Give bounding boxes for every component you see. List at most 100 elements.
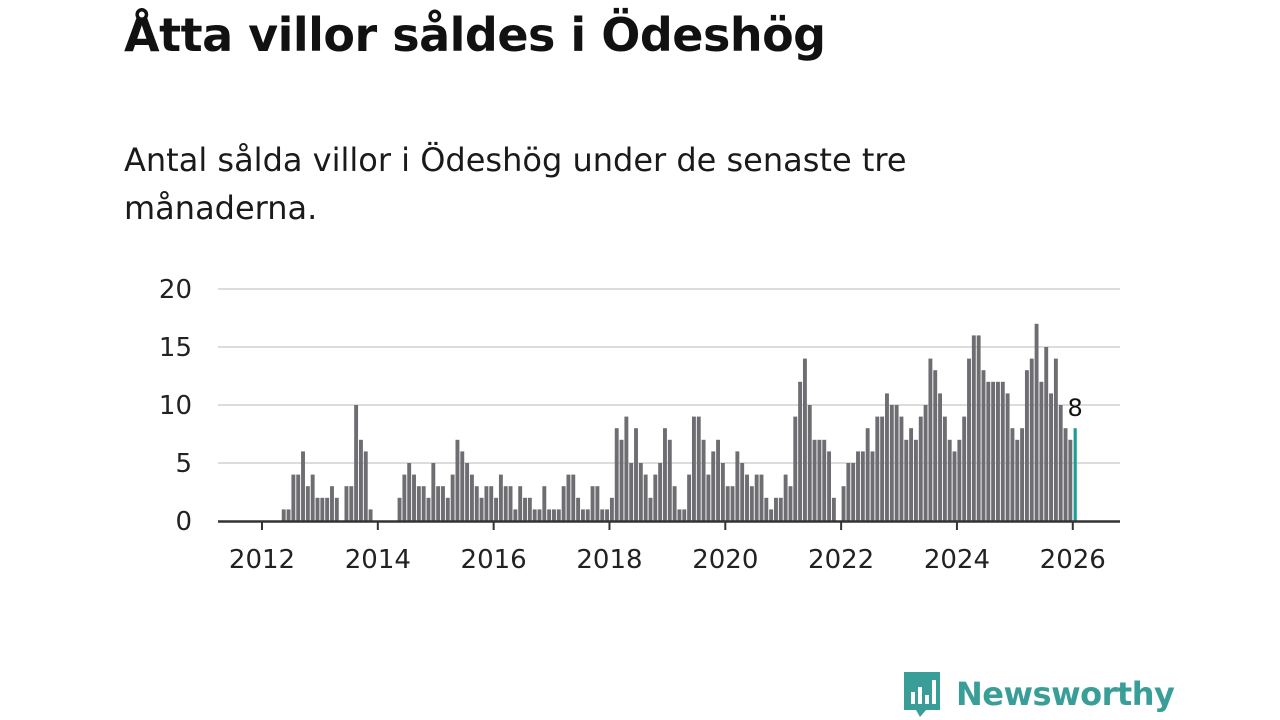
bar	[938, 393, 943, 521]
bar	[484, 486, 489, 521]
bar	[561, 486, 566, 521]
bar	[614, 428, 619, 521]
bar	[489, 486, 494, 521]
bar	[334, 497, 339, 521]
newsworthy-logo-icon	[904, 672, 940, 717]
bar	[740, 463, 745, 521]
bar	[527, 497, 532, 521]
bar	[769, 509, 774, 521]
bar	[344, 486, 349, 521]
bar	[1053, 358, 1058, 521]
latest-value-label: 8	[1068, 394, 1083, 422]
bar	[301, 451, 305, 521]
y-tick-label: 5	[175, 449, 192, 479]
bar	[325, 497, 330, 521]
bar	[1063, 428, 1068, 521]
newsworthy-logo: Newsworthy	[902, 670, 1175, 718]
x-tick-label: 2012	[229, 545, 295, 575]
bar	[788, 486, 793, 521]
bar	[711, 451, 716, 521]
bar	[638, 463, 643, 521]
bar	[1005, 393, 1010, 521]
bar	[981, 370, 986, 521]
bar	[904, 439, 909, 521]
bar	[778, 497, 783, 521]
bar	[971, 335, 976, 521]
bar	[286, 509, 291, 521]
bar	[658, 463, 663, 521]
bar-chart: 0 5 10 15 20 2012 2014 2016 2018 2020 2022 2024 202…	[159, 275, 1120, 575]
bar	[571, 474, 576, 521]
bar	[923, 405, 928, 521]
bar	[513, 509, 518, 521]
bar	[822, 439, 827, 521]
bar	[1000, 381, 1005, 521]
annotations: 8	[1068, 394, 1083, 422]
bar	[1020, 428, 1025, 521]
bar	[793, 416, 798, 521]
bar	[465, 463, 470, 521]
bar	[913, 439, 918, 521]
bar	[885, 393, 889, 521]
bar	[469, 474, 474, 521]
y-tick-label: 15	[159, 333, 192, 363]
bars	[281, 323, 1077, 521]
bar	[653, 474, 658, 521]
bar	[967, 358, 971, 521]
bar	[677, 509, 682, 521]
bar	[349, 486, 354, 521]
bar	[701, 439, 706, 521]
bar	[827, 451, 832, 521]
bar	[735, 451, 740, 521]
bar	[609, 497, 614, 521]
bar	[991, 381, 996, 521]
bar	[899, 416, 904, 521]
bar	[441, 486, 445, 521]
x-axis-ticks: 2012 2014 2016 2018 2020 2022 2024 2026	[229, 521, 1106, 575]
bar	[556, 509, 561, 521]
bar	[566, 474, 571, 521]
bar	[957, 439, 962, 521]
bar	[291, 474, 296, 521]
bar	[933, 370, 938, 521]
y-tick-label: 20	[159, 275, 192, 305]
bar	[624, 416, 629, 521]
bar	[305, 486, 310, 521]
bar	[846, 463, 851, 521]
bar	[1029, 358, 1034, 521]
bar	[812, 439, 817, 521]
y-tick-label: 10	[159, 391, 192, 421]
y-tick-label: 0	[175, 507, 192, 537]
bar	[754, 474, 759, 521]
bar	[962, 416, 967, 521]
bar	[1049, 393, 1054, 521]
x-tick-label: 2026	[1040, 545, 1106, 575]
bar	[605, 509, 610, 521]
bar	[667, 439, 672, 521]
bar	[320, 497, 325, 521]
bar	[1015, 439, 1020, 521]
bar	[1010, 428, 1015, 521]
bar	[947, 439, 952, 521]
bar	[663, 428, 667, 521]
bar	[841, 486, 846, 521]
bar	[445, 497, 450, 521]
bar	[928, 358, 933, 521]
bar	[1024, 370, 1029, 521]
bar	[479, 497, 484, 521]
bar	[407, 463, 412, 521]
bar	[474, 486, 479, 521]
bar	[894, 405, 899, 521]
x-tick-label: 2016	[461, 545, 527, 575]
bar-highlight	[1073, 428, 1077, 521]
bar	[397, 497, 402, 521]
bar	[643, 474, 648, 521]
bar	[585, 509, 590, 521]
bar	[802, 358, 807, 521]
bar	[576, 497, 581, 521]
y-axis-tick-labels: 0 5 10 15 20	[159, 275, 192, 537]
bar	[503, 486, 508, 521]
bar	[909, 428, 914, 521]
x-tick-label: 2020	[692, 545, 758, 575]
bar	[860, 451, 865, 521]
